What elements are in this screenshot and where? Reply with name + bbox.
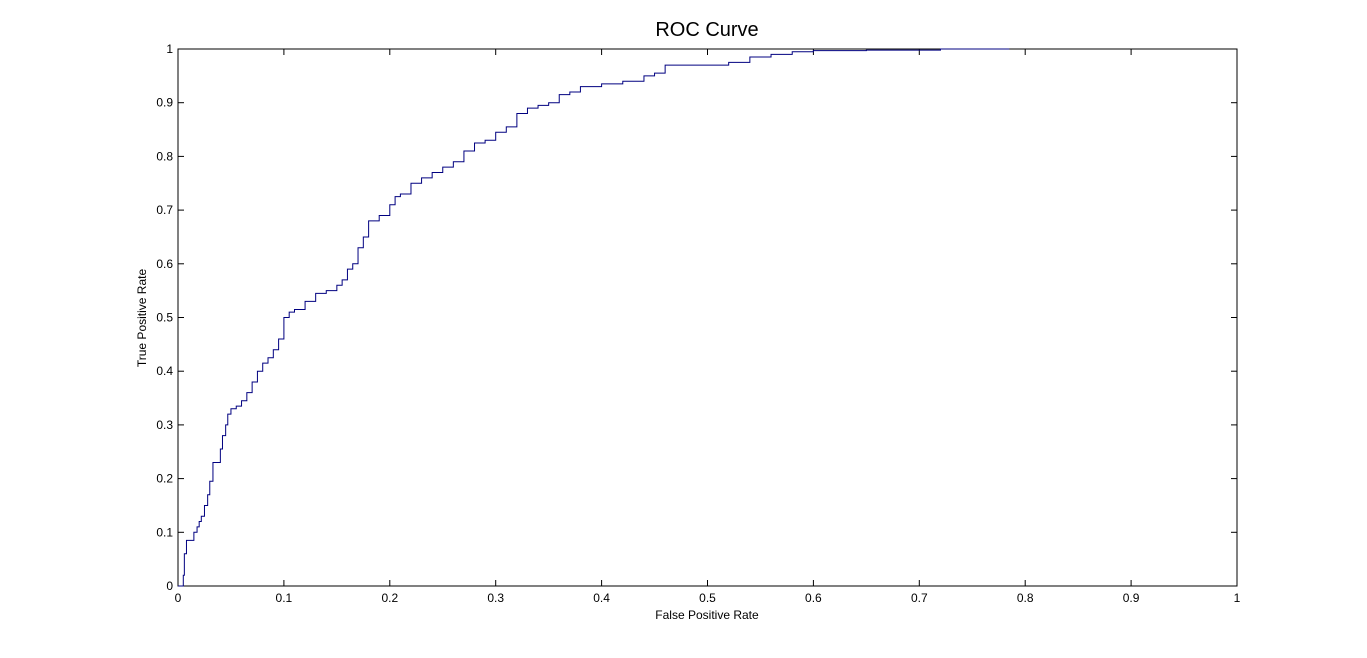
x-tick-label: 0.4 (593, 591, 610, 605)
y-axis-label: True Positive Rate (135, 269, 149, 368)
y-tick-label: 0.3 (156, 418, 173, 432)
x-tick-label: 0.2 (381, 591, 398, 605)
x-tick-label: 0 (175, 591, 182, 605)
x-tick-label: 0.8 (1017, 591, 1034, 605)
y-tick-label: 0.4 (156, 364, 173, 378)
x-tick-label: 0.1 (276, 591, 293, 605)
x-axis-tick-labels: 0 0.1 0.2 0.3 0.4 0.5 0.6 0.7 0.8 0.9 1 (175, 591, 1241, 605)
x-tick-label: 0.6 (805, 591, 822, 605)
x-tick-label: 0.9 (1123, 591, 1140, 605)
y-tick-label: 0.2 (156, 472, 173, 486)
y-tick-label: 0.8 (156, 149, 173, 163)
x-axis-ticks (177, 49, 1238, 586)
y-tick-label: 0 (166, 579, 173, 593)
plot-frame (177, 48, 1238, 587)
y-tick-label: 0.6 (156, 257, 173, 271)
y-tick-label: 1 (166, 42, 173, 56)
y-tick-label: 0.5 (156, 311, 173, 325)
y-axis-ticks (178, 48, 1237, 587)
x-tick-label: 1 (1234, 591, 1241, 605)
y-tick-label: 0.7 (156, 203, 173, 217)
y-tick-label: 0.1 (156, 525, 173, 539)
x-tick-label: 0.5 (699, 591, 716, 605)
chart-title: ROC Curve (655, 19, 758, 41)
y-axis-tick-labels: 0 0.1 0.2 0.3 0.4 0.5 0.6 0.7 0.8 0.9 1 (156, 42, 173, 593)
x-axis-label: False Positive Rate (655, 608, 759, 622)
roc-curve-line (178, 48, 1010, 587)
x-tick-label: 0.3 (487, 591, 504, 605)
y-tick-label: 0.9 (156, 96, 173, 110)
x-tick-label: 0.7 (911, 591, 928, 605)
